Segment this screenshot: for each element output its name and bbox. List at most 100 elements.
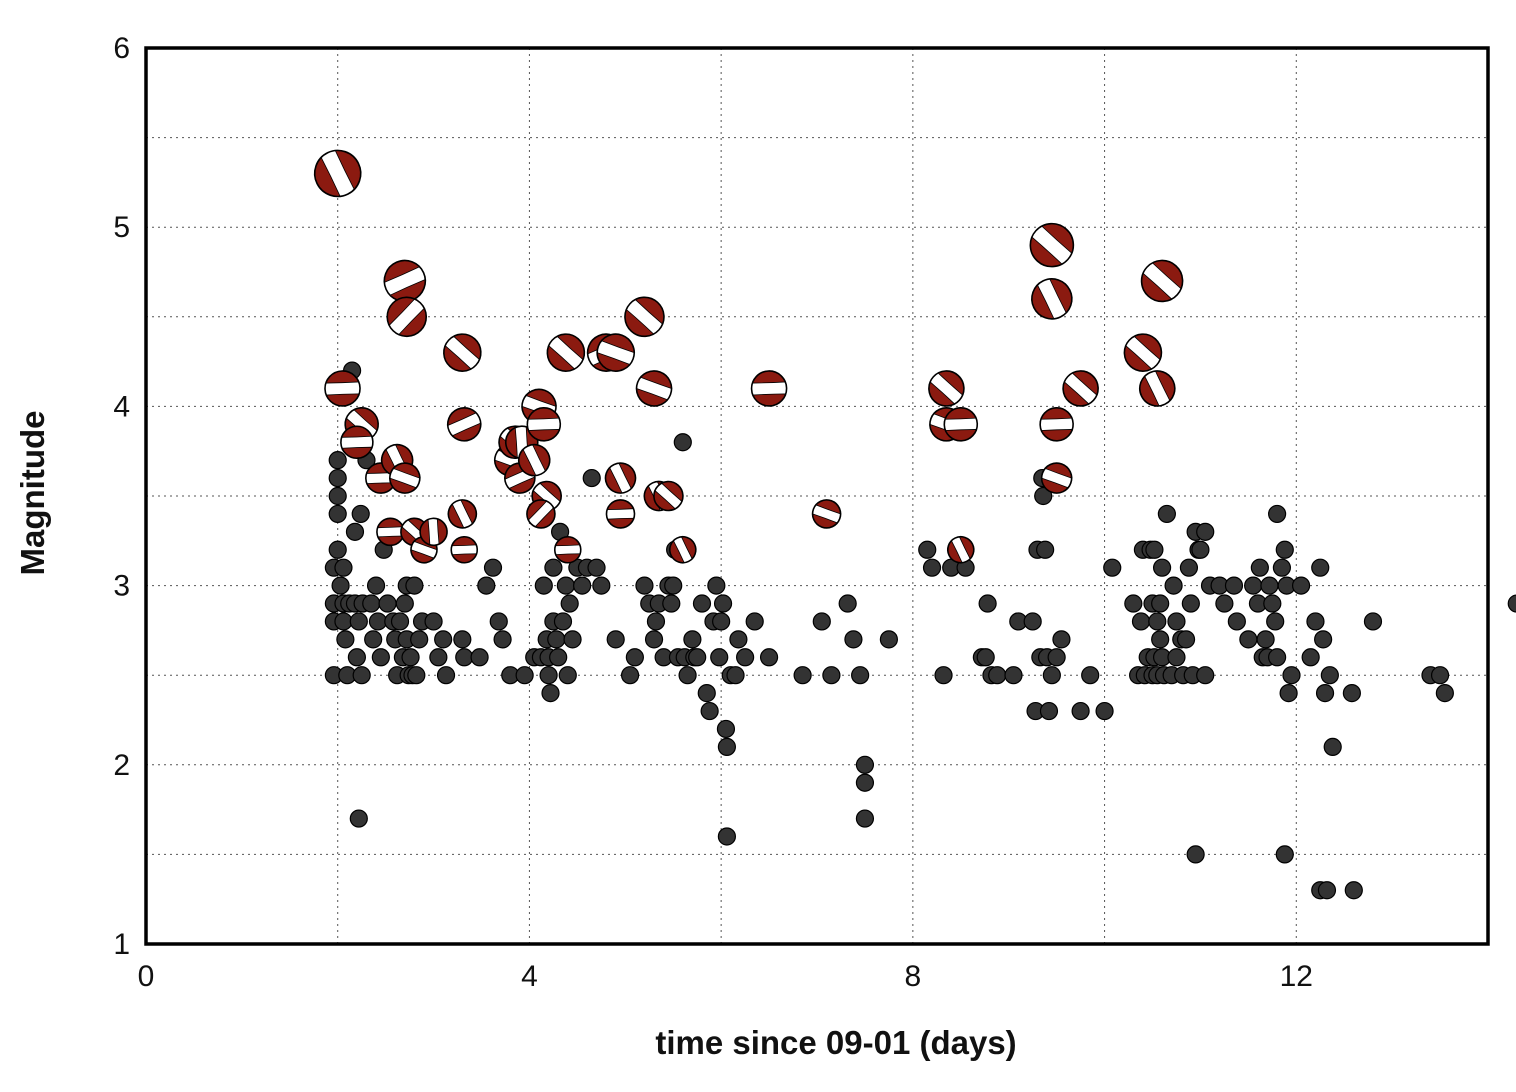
x-tick-label: 12 [1280,960,1313,993]
focal-mechanism [668,535,697,564]
focal-mechanism-outline [324,370,361,407]
x-axis-title: time since 09-01 (days) [655,1024,1016,1061]
event-point [534,576,553,595]
event-point [922,558,942,577]
event-point [364,630,383,649]
event-point [700,701,719,721]
focal-mechanism-outline [943,407,979,442]
event-point [1148,612,1167,631]
event-points [324,361,1516,900]
event-point [347,648,366,667]
y-tick-label: 6 [113,32,130,65]
event-point [1430,666,1450,685]
focal-mechanism-outline [605,499,636,529]
event-point [1157,504,1176,524]
focal-mechanism [1029,222,1075,268]
event-point [1315,684,1335,703]
event-point [662,594,681,613]
event-point [710,648,729,667]
focal-mechanism-outline [1123,333,1163,372]
focal-mechanism-outline [1140,259,1184,303]
event-point [328,540,347,559]
focal-mechanism [1138,370,1176,407]
focal-mechanism [389,462,421,494]
event-point [541,684,560,703]
event-point [368,612,388,631]
event-point [1256,630,1275,649]
event-point [1311,558,1330,577]
event-point [1196,522,1215,541]
focal-mechanism [653,480,684,512]
focal-mechanism-outline [447,499,478,529]
event-point [620,666,640,685]
focal-mechanism-outline [750,370,788,407]
event-point [822,666,841,685]
event-point [713,594,733,613]
focal-mechanism [1123,333,1163,372]
event-point [351,504,370,524]
focal-mechanism [1140,259,1184,303]
event-point [560,594,579,613]
event-point [1039,701,1059,721]
focal-mechanism [943,407,979,442]
event-point [434,630,453,649]
event-point [879,630,898,649]
focal-mechanism [605,499,636,529]
event-point [371,648,390,667]
focal-mechanism [1039,407,1074,442]
event-point [1317,881,1337,900]
event-point [988,666,1007,685]
focal-mechanism-outline [1040,462,1073,494]
event-point [556,576,575,595]
focal-mechanism [596,333,636,372]
event-point [1071,701,1090,721]
event-point [334,558,353,577]
event-point [345,522,365,541]
event-point [328,504,347,524]
event-point [692,594,712,613]
focal-mechanism-outline [1138,370,1176,407]
event-point [1047,648,1066,667]
focal-mechanism-outline [313,149,362,198]
event-point [539,666,558,685]
event-point [625,648,644,667]
event-point [349,809,368,828]
event-point [635,576,654,595]
event-point [1042,666,1061,685]
x-tick-label: 0 [138,960,155,993]
event-point [1224,576,1244,595]
y-tick-labels: 1 2 3 4 5 6 [113,32,130,961]
event-point [547,630,566,649]
event-point [1052,630,1071,649]
event-point [1279,684,1298,703]
event-point [1124,594,1143,613]
event-point [328,486,347,506]
event-point [1081,666,1100,685]
focal-mechanism [419,517,448,547]
focal-mechanism [604,462,637,494]
focal-mechanism-outline [668,535,697,564]
event-point [1239,630,1258,649]
event-point [716,719,736,739]
focal-mechanism-outline [1062,370,1099,407]
event-point [1176,630,1196,649]
focal-mechanism-outline [1039,407,1074,442]
event-point [1036,540,1055,559]
event-point [1314,630,1333,649]
event-point [328,468,347,488]
event-point [1167,612,1186,631]
event-point [1275,845,1294,864]
event-point [544,558,563,577]
event-point [1167,648,1186,667]
focal-mechanism-outline [340,425,374,460]
focal-mechanism [546,333,586,372]
event-point [563,630,582,649]
focal-mechanism [1062,370,1099,407]
focal-mechanism [517,443,551,477]
event-point [1507,594,1516,613]
event-point [1004,666,1023,685]
focal-mechanism-outline [553,535,582,564]
event-point [976,648,995,667]
event-point [1244,576,1263,595]
focal-mechanism [750,370,788,407]
